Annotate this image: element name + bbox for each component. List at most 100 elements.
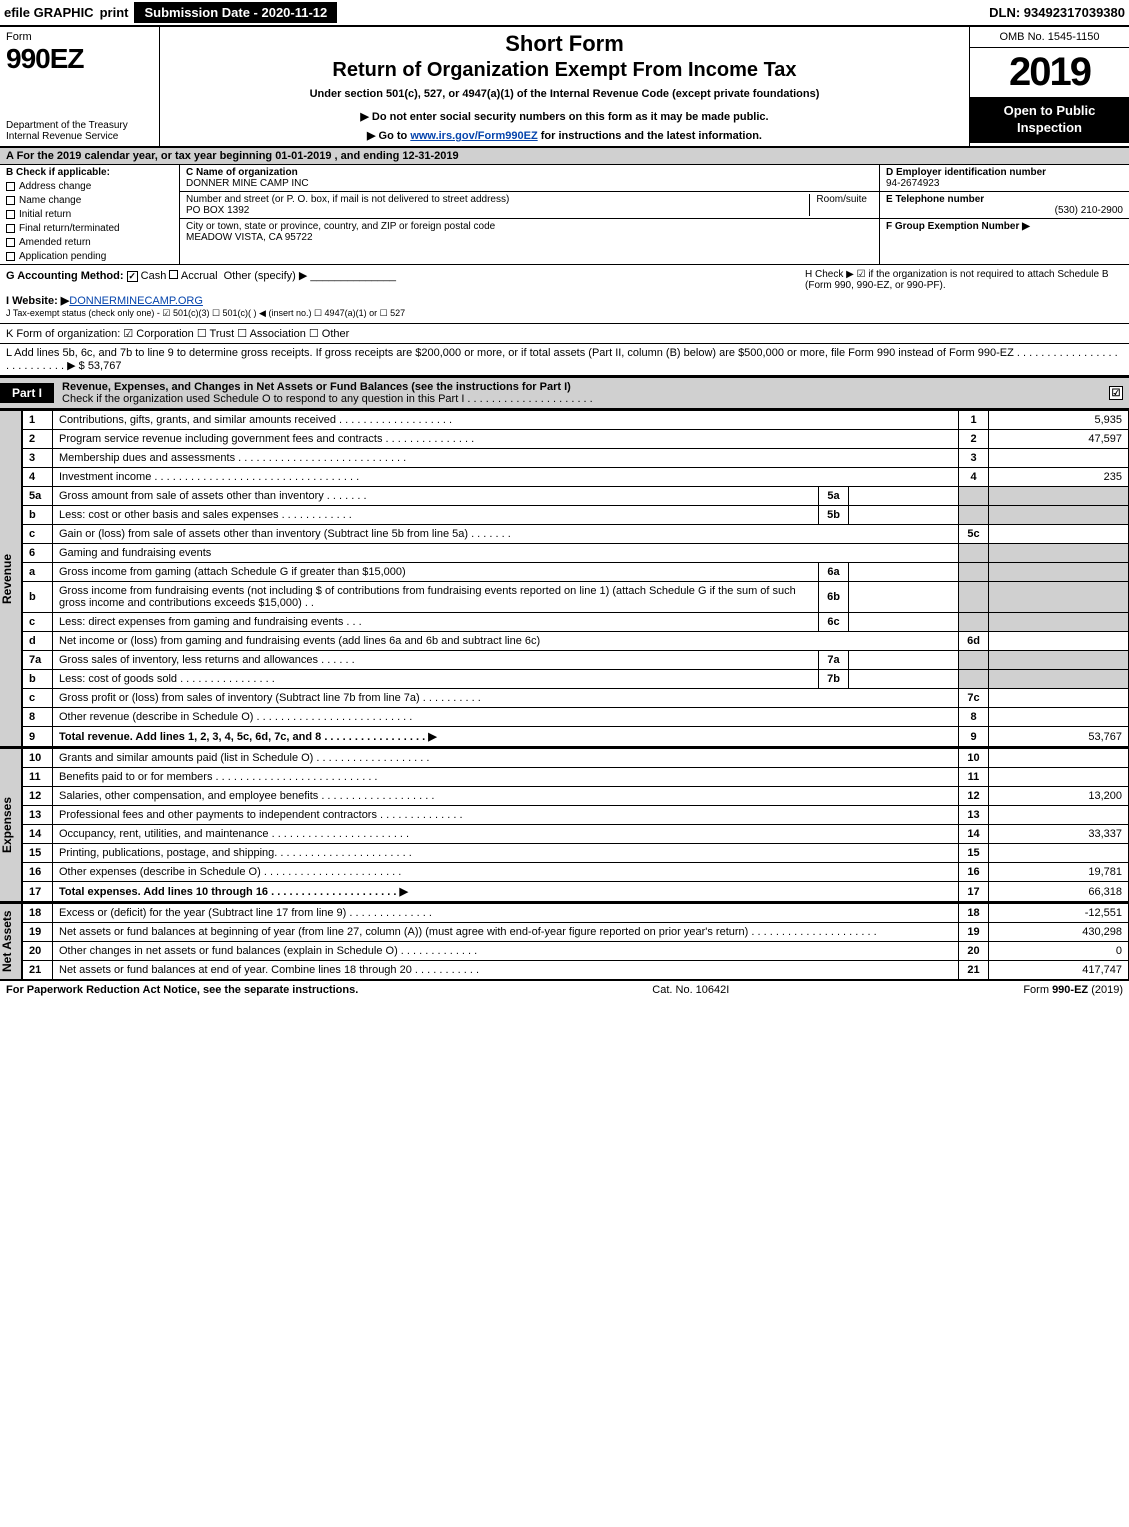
- line-4: 4Investment income . . . . . . . . . . .…: [23, 468, 1129, 487]
- org-name: DONNER MINE CAMP INC: [186, 178, 309, 189]
- revenue-side-label: Revenue: [0, 410, 22, 747]
- ein-box: D Employer identification number 94-2674…: [880, 165, 1129, 192]
- website-link[interactable]: DONNERMINECAMP.ORG: [69, 295, 203, 307]
- chk-initial-return[interactable]: Initial return: [6, 209, 173, 220]
- net-assets-side-label: Net Assets: [0, 903, 22, 980]
- page-footer: For Paperwork Reduction Act Notice, see …: [0, 980, 1129, 999]
- chk-cash[interactable]: ✓: [127, 271, 138, 282]
- revenue-section: Revenue 1Contributions, gifts, grants, a…: [0, 409, 1129, 747]
- line-11: 11Benefits paid to or for members . . . …: [23, 768, 1129, 787]
- header-right: OMB No. 1545-1150 2019 Open to Public In…: [969, 27, 1129, 146]
- part-1-label: Part I: [0, 383, 54, 403]
- line-18: 18Excess or (deficit) for the year (Subt…: [23, 904, 1129, 923]
- j-tax-exempt: J Tax-exempt status (check only one) - ☑…: [6, 308, 405, 318]
- line-15: 15Printing, publications, postage, and s…: [23, 844, 1129, 863]
- line-6: 6Gaming and fundraising events: [23, 544, 1129, 563]
- line-5b: bLess: cost or other basis and sales exp…: [23, 506, 1129, 525]
- top-bar: efile GRAPHIC print Submission Date - 20…: [0, 0, 1129, 27]
- accounting-method: G Accounting Method: ✓ Cash Accrual Othe…: [0, 265, 799, 323]
- line-9: 9Total revenue. Add lines 1, 2, 3, 4, 5c…: [23, 727, 1129, 747]
- tax-year-large: 2019: [970, 48, 1129, 97]
- line-3: 3Membership dues and assessments . . . .…: [23, 449, 1129, 468]
- col-d-ein-phone: D Employer identification number 94-2674…: [879, 165, 1129, 264]
- efile-label: efile GRAPHIC: [4, 5, 94, 20]
- line-10: 10Grants and similar amounts paid (list …: [23, 749, 1129, 768]
- line-6c: cLess: direct expenses from gaming and f…: [23, 613, 1129, 632]
- expenses-section: Expenses 10Grants and similar amounts pa…: [0, 747, 1129, 902]
- part-1-schedule-o-check[interactable]: ☑: [1109, 386, 1123, 400]
- open-public-badge: Open to Public Inspection: [970, 97, 1129, 143]
- paperwork-notice: For Paperwork Reduction Act Notice, see …: [6, 984, 358, 996]
- form-number: 990EZ: [6, 43, 153, 75]
- col-c-org-info: C Name of organization DONNER MINE CAMP …: [180, 165, 879, 264]
- room-suite: Room/suite: [809, 194, 873, 216]
- line-21: 21Net assets or fund balances at end of …: [23, 961, 1129, 980]
- omb-number: OMB No. 1545-1150: [970, 27, 1129, 48]
- header-left: Form 990EZ Department of the Treasury In…: [0, 27, 160, 146]
- net-assets-table: 18Excess or (deficit) for the year (Subt…: [22, 903, 1129, 980]
- line-8: 8Other revenue (describe in Schedule O) …: [23, 708, 1129, 727]
- l-gross-receipts: L Add lines 5b, 6c, and 7b to line 9 to …: [0, 344, 1129, 376]
- tax-year-row: A For the 2019 calendar year, or tax yea…: [0, 148, 1129, 165]
- org-city: MEADOW VISTA, CA 95722: [186, 232, 313, 243]
- under-section: Under section 501(c), 527, or 4947(a)(1)…: [168, 88, 961, 100]
- form-word: Form: [6, 31, 153, 43]
- line-7a: 7aGross sales of inventory, less returns…: [23, 651, 1129, 670]
- info-grid: B Check if applicable: Address change Na…: [0, 165, 1129, 265]
- col-b-header: B Check if applicable:: [6, 167, 173, 178]
- line-7c: cGross profit or (loss) from sales of in…: [23, 689, 1129, 708]
- ssn-warning: ▶ Do not enter social security numbers o…: [168, 110, 961, 123]
- k-form-org: K Form of organization: ☑ Corporation ☐ …: [0, 324, 1129, 344]
- dept-treasury: Department of the Treasury Internal Reve…: [6, 120, 153, 142]
- irs-link[interactable]: www.irs.gov/Form990EZ: [410, 130, 537, 142]
- goto-instructions: ▶ Go to www.irs.gov/Form990EZ for instru…: [168, 129, 961, 142]
- expenses-side-label: Expenses: [0, 748, 22, 902]
- revenue-table: 1Contributions, gifts, grants, and simil…: [22, 410, 1129, 747]
- chk-amended-return[interactable]: Amended return: [6, 237, 173, 248]
- line-14: 14Occupancy, rent, utilities, and mainte…: [23, 825, 1129, 844]
- short-form-title: Short Form: [168, 31, 961, 57]
- ein-value: 94-2674923: [886, 178, 939, 189]
- line-6a: aGross income from gaming (attach Schedu…: [23, 563, 1129, 582]
- chk-address-change[interactable]: Address change: [6, 181, 173, 192]
- h-schedule-b: H Check ▶ ☑ if the organization is not r…: [799, 265, 1129, 323]
- line-20: 20Other changes in net assets or fund ba…: [23, 942, 1129, 961]
- part-1-header: Part I Revenue, Expenses, and Changes in…: [0, 376, 1129, 409]
- col-b-checkboxes: B Check if applicable: Address change Na…: [0, 165, 180, 264]
- phone-value: (530) 210-2900: [886, 205, 1123, 216]
- line-6d: dNet income or (loss) from gaming and fu…: [23, 632, 1129, 651]
- header-center: Short Form Return of Organization Exempt…: [160, 27, 969, 146]
- chk-final-return[interactable]: Final return/terminated: [6, 223, 173, 234]
- submission-date-badge: Submission Date - 2020-11-12: [134, 2, 337, 23]
- form-header: Form 990EZ Department of the Treasury In…: [0, 27, 1129, 148]
- form-ref: Form 990-EZ (2019): [1023, 984, 1123, 996]
- line-19: 19Net assets or fund balances at beginni…: [23, 923, 1129, 942]
- print-link[interactable]: print: [100, 5, 129, 20]
- org-address: PO BOX 1392: [186, 205, 249, 216]
- line-13: 13Professional fees and other payments t…: [23, 806, 1129, 825]
- line-5a: 5aGross amount from sale of assets other…: [23, 487, 1129, 506]
- line-7b: bLess: cost of goods sold . . . . . . . …: [23, 670, 1129, 689]
- net-assets-section: Net Assets 18Excess or (deficit) for the…: [0, 902, 1129, 980]
- line-5c: cGain or (loss) from sale of assets othe…: [23, 525, 1129, 544]
- dln-label: DLN: 93492317039380: [989, 5, 1125, 20]
- phone-box: E Telephone number (530) 210-2900: [880, 192, 1129, 219]
- line-2: 2Program service revenue including gover…: [23, 430, 1129, 449]
- line-6b: bGross income from fundraising events (n…: [23, 582, 1129, 613]
- part-1-title: Revenue, Expenses, and Changes in Net As…: [54, 378, 1109, 408]
- gh-row: G Accounting Method: ✓ Cash Accrual Othe…: [0, 265, 1129, 324]
- group-exemption-box: F Group Exemption Number ▶: [880, 219, 1129, 234]
- chk-accrual[interactable]: [169, 270, 178, 279]
- line-1: 1Contributions, gifts, grants, and simil…: [23, 411, 1129, 430]
- line-16: 16Other expenses (describe in Schedule O…: [23, 863, 1129, 882]
- cat-no: Cat. No. 10642I: [652, 984, 729, 996]
- line-17: 17Total expenses. Add lines 10 through 1…: [23, 882, 1129, 902]
- chk-application-pending[interactable]: Application pending: [6, 251, 173, 262]
- line-12: 12Salaries, other compensation, and empl…: [23, 787, 1129, 806]
- return-title: Return of Organization Exempt From Incom…: [168, 59, 961, 82]
- org-name-box: C Name of organization DONNER MINE CAMP …: [180, 165, 879, 192]
- chk-name-change[interactable]: Name change: [6, 195, 173, 206]
- expenses-table: 10Grants and similar amounts paid (list …: [22, 748, 1129, 902]
- org-addr-box: Number and street (or P. O. box, if mail…: [180, 192, 879, 219]
- org-city-box: City or town, state or province, country…: [180, 219, 879, 245]
